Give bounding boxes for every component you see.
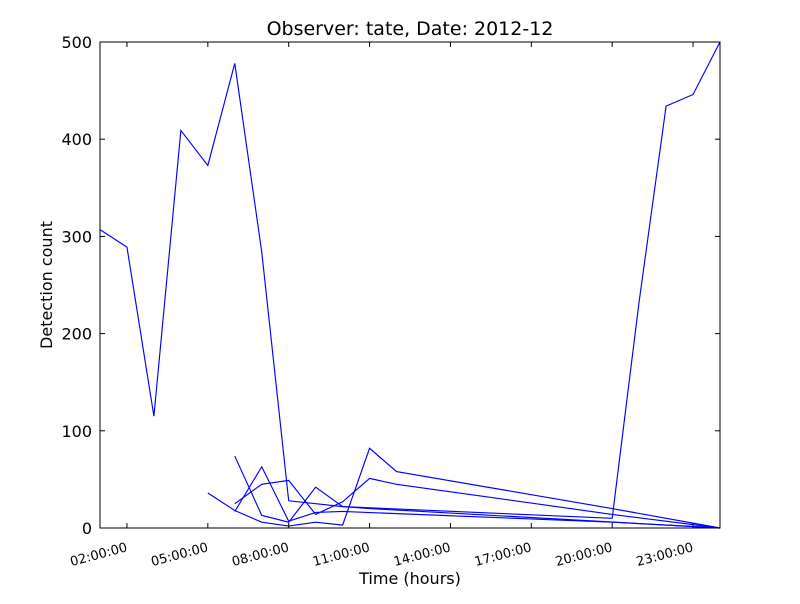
y-tick-label-100: 100 <box>61 422 92 441</box>
chart-title: Observer: tate, Date: 2012-12 <box>267 18 554 40</box>
series-line-2 <box>234 455 721 529</box>
series-line-5 <box>207 447 721 529</box>
x-axis-label: Time (hours) <box>358 569 461 588</box>
series-line-1 <box>99 41 721 519</box>
y-tick-label-500: 500 <box>61 33 92 52</box>
series-line-3 <box>234 465 721 529</box>
plot-frame <box>99 41 721 529</box>
y-tick-label-300: 300 <box>61 227 92 246</box>
x-tick-label-8: 23:00:00 <box>635 540 695 570</box>
y-tick-label-400: 400 <box>61 130 92 149</box>
series-line-4 <box>234 477 721 529</box>
plot-background <box>100 42 720 528</box>
y-axis-label: Detection count <box>37 221 56 349</box>
x-tick-label-5: 14:00:00 <box>392 540 452 570</box>
x-tick-label-3: 08:00:00 <box>230 540 290 570</box>
plot-area <box>99 41 721 529</box>
y-tick-label-0: 0 <box>82 519 92 538</box>
x-tick-label-6: 17:00:00 <box>473 540 533 570</box>
x-tick-label-4: 11:00:00 <box>311 540 371 570</box>
y-tick-label-200: 200 <box>61 325 92 344</box>
x-tick-label-1: 02:00:00 <box>69 540 129 570</box>
x-tick-label-7: 20:00:00 <box>554 540 614 570</box>
x-tick-label-2: 05:00:00 <box>150 540 210 570</box>
